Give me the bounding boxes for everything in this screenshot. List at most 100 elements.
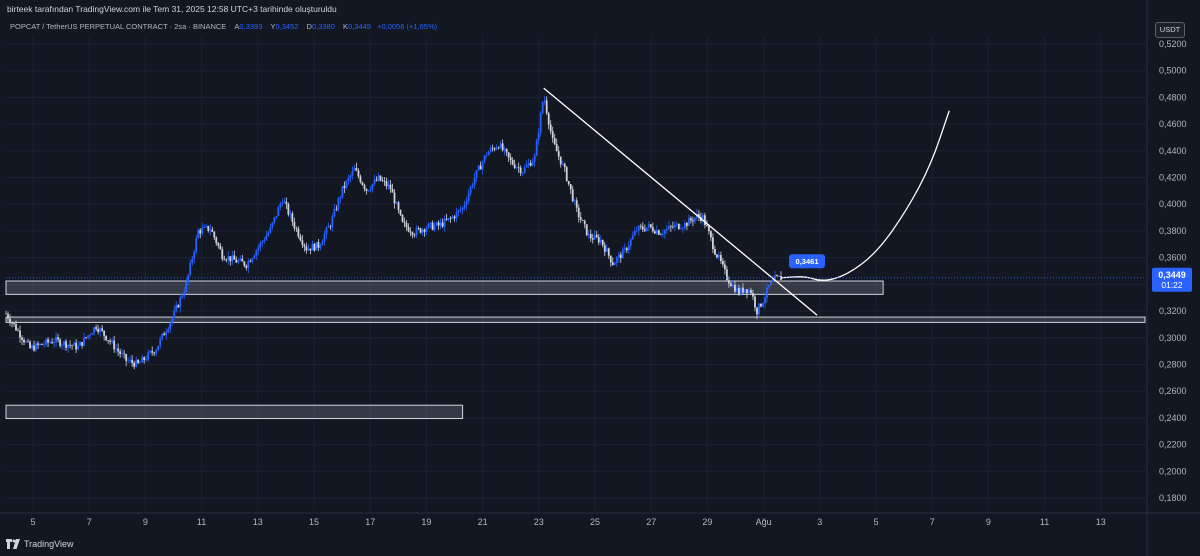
candle-body [405, 222, 408, 228]
candle-body [255, 250, 258, 256]
support-zones [5, 280, 1146, 420]
candle-body [81, 342, 83, 346]
candle-body [293, 221, 296, 229]
candle-body [603, 245, 606, 252]
candle-body [327, 226, 330, 228]
candle-body [267, 232, 270, 236]
candle-body [457, 210, 460, 212]
candle-body [205, 226, 208, 227]
candle-body [335, 208, 338, 210]
candle-body [643, 229, 646, 231]
candle-body [441, 222, 444, 227]
candle-body [645, 227, 648, 231]
candle-body [39, 343, 41, 345]
candle-body [223, 258, 226, 260]
candle-body [177, 305, 180, 308]
brand-name[interactable]: TradingView [24, 539, 74, 549]
candle-body [213, 231, 216, 238]
symbol-title[interactable]: POPCAT / TetherUS PERPETUAL CONTRACT · 2… [10, 22, 227, 31]
candle-body [669, 226, 672, 227]
candle-body [363, 184, 366, 189]
candle-body [99, 328, 102, 332]
candle-body [399, 209, 402, 215]
candle-body [601, 239, 604, 246]
support-zone[interactable] [5, 316, 1146, 323]
candle-body [67, 344, 69, 348]
support-zone[interactable] [5, 404, 464, 420]
candle-body [155, 350, 158, 354]
price-note-bubble[interactable] [789, 254, 826, 269]
candle-body [545, 100, 548, 114]
trendline[interactable] [543, 87, 818, 316]
candle-body [133, 362, 136, 367]
candle-body [431, 222, 434, 230]
currency-button[interactable]: USDT [1155, 22, 1185, 38]
candle-body [627, 245, 630, 251]
candle-body [45, 339, 47, 345]
x-tick-label: 11 [197, 517, 206, 527]
attribution-text: birteek tarafından TradingView.com ile T… [7, 4, 337, 14]
x-tick-label: 19 [421, 517, 431, 527]
candle-body [165, 332, 168, 336]
candle-body [117, 348, 120, 352]
candle-body [730, 283, 732, 287]
candle-body [13, 323, 15, 325]
candle-body [323, 234, 326, 242]
candle-body [149, 351, 152, 353]
candle-body [473, 177, 476, 186]
candle-body [259, 242, 262, 248]
candle-body [766, 287, 768, 298]
candle-body [329, 226, 332, 228]
candle-body [549, 124, 552, 132]
low-label: D [306, 22, 312, 31]
candle-body [693, 217, 696, 222]
candle-body [579, 217, 582, 220]
candle-body [543, 100, 546, 103]
candle-body [637, 225, 640, 231]
y-tick-label: 0,3000 [1159, 333, 1187, 343]
candle-body [231, 255, 234, 262]
candle-body [339, 197, 342, 199]
candle-body [299, 236, 302, 241]
support-zone[interactable] [5, 280, 884, 295]
candle-body [748, 289, 750, 293]
candle-body [475, 170, 478, 178]
candle-body [738, 287, 740, 295]
candle-body [718, 255, 720, 258]
candle-body [143, 357, 146, 361]
candle-body [633, 230, 636, 236]
candle-body [227, 256, 230, 261]
candle-body [7, 313, 9, 319]
candle-body [443, 218, 446, 227]
candle-body [151, 351, 154, 353]
x-tick-label: 9 [143, 517, 148, 527]
candle-body [251, 258, 254, 262]
candle-body [359, 176, 362, 183]
projection-curve[interactable] [780, 110, 950, 281]
candle-body [95, 327, 98, 329]
x-tick-label: 21 [478, 517, 488, 527]
candle-body [647, 224, 650, 228]
candle-body [577, 207, 580, 218]
candle-body [325, 227, 328, 235]
candle-body [471, 185, 474, 187]
candle-body [613, 262, 616, 266]
candle-body [185, 282, 188, 292]
candle-body [89, 335, 92, 336]
symbol-bar: POPCAT / TetherUS PERPETUAL CONTRACT · 2… [10, 22, 437, 31]
y-tick-label: 0,4600 [1159, 119, 1187, 129]
candle-body [51, 342, 53, 344]
candle-body [459, 209, 462, 211]
time-axis: 5 7 9 11 13 15 17 19 21 23 25 27 29 Ağu 3 5 7 9 11 13 [30, 517, 1105, 527]
candle-body [71, 345, 73, 346]
candle-body [585, 224, 588, 236]
candle-body [221, 249, 224, 259]
x-tick-label: 13 [1096, 517, 1106, 527]
y-tick-label: 0,3800 [1159, 226, 1187, 236]
price-axis: 0,5200 0,5000 0,4800 0,4600 0,4400 0,4200 0,40… [1152, 39, 1192, 503]
candle-body [673, 224, 676, 228]
candle-body [103, 330, 106, 336]
y-tick-label: 0,2600 [1159, 386, 1187, 396]
candle-body [750, 289, 752, 294]
